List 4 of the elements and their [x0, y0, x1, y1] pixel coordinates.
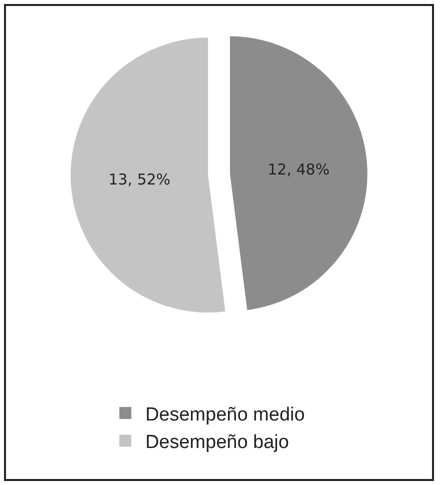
- legend-label: Desempeño bajo: [145, 432, 289, 454]
- legend-label: Desempeño medio: [145, 404, 305, 426]
- data-label: 13, 52%: [108, 170, 170, 188]
- data-label: 12, 48%: [268, 160, 330, 178]
